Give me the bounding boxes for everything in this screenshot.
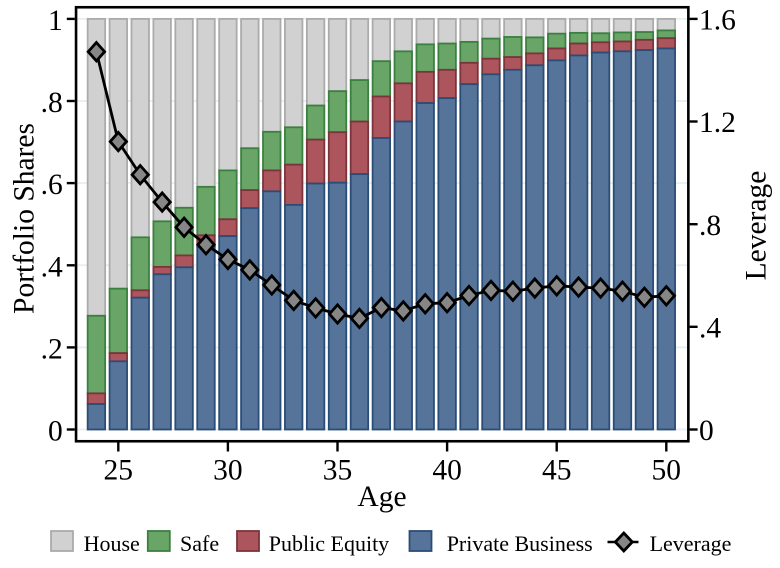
svg-text:50: 50 [652, 454, 682, 486]
svg-text:Age: Age [357, 481, 406, 513]
svg-text:.8: .8 [699, 210, 721, 242]
svg-text:35: 35 [323, 454, 353, 486]
svg-text:40: 40 [432, 454, 462, 486]
svg-text:House: House [84, 531, 140, 556]
svg-text:25: 25 [104, 454, 134, 486]
svg-text:Leverage: Leverage [741, 171, 773, 281]
svg-text:1: 1 [48, 5, 63, 37]
svg-text:45: 45 [542, 454, 572, 486]
svg-text:Safe: Safe [180, 531, 219, 556]
svg-text:.6: .6 [41, 169, 63, 201]
svg-text:30: 30 [213, 454, 243, 486]
svg-text:Public Equity: Public Equity [269, 531, 389, 556]
svg-text:.4: .4 [699, 313, 721, 345]
svg-text:.4: .4 [41, 251, 63, 283]
svg-text:Leverage: Leverage [650, 531, 732, 556]
svg-text:.2: .2 [41, 333, 63, 365]
svg-text:Portfolio Shares: Portfolio Shares [9, 123, 41, 314]
svg-text:.8: .8 [41, 87, 63, 119]
svg-text:1.6: 1.6 [699, 5, 736, 37]
svg-text:1.2: 1.2 [699, 107, 736, 139]
svg-text:0: 0 [48, 416, 63, 448]
svg-text:Private Business: Private Business [447, 531, 593, 556]
svg-text:0: 0 [699, 415, 714, 447]
